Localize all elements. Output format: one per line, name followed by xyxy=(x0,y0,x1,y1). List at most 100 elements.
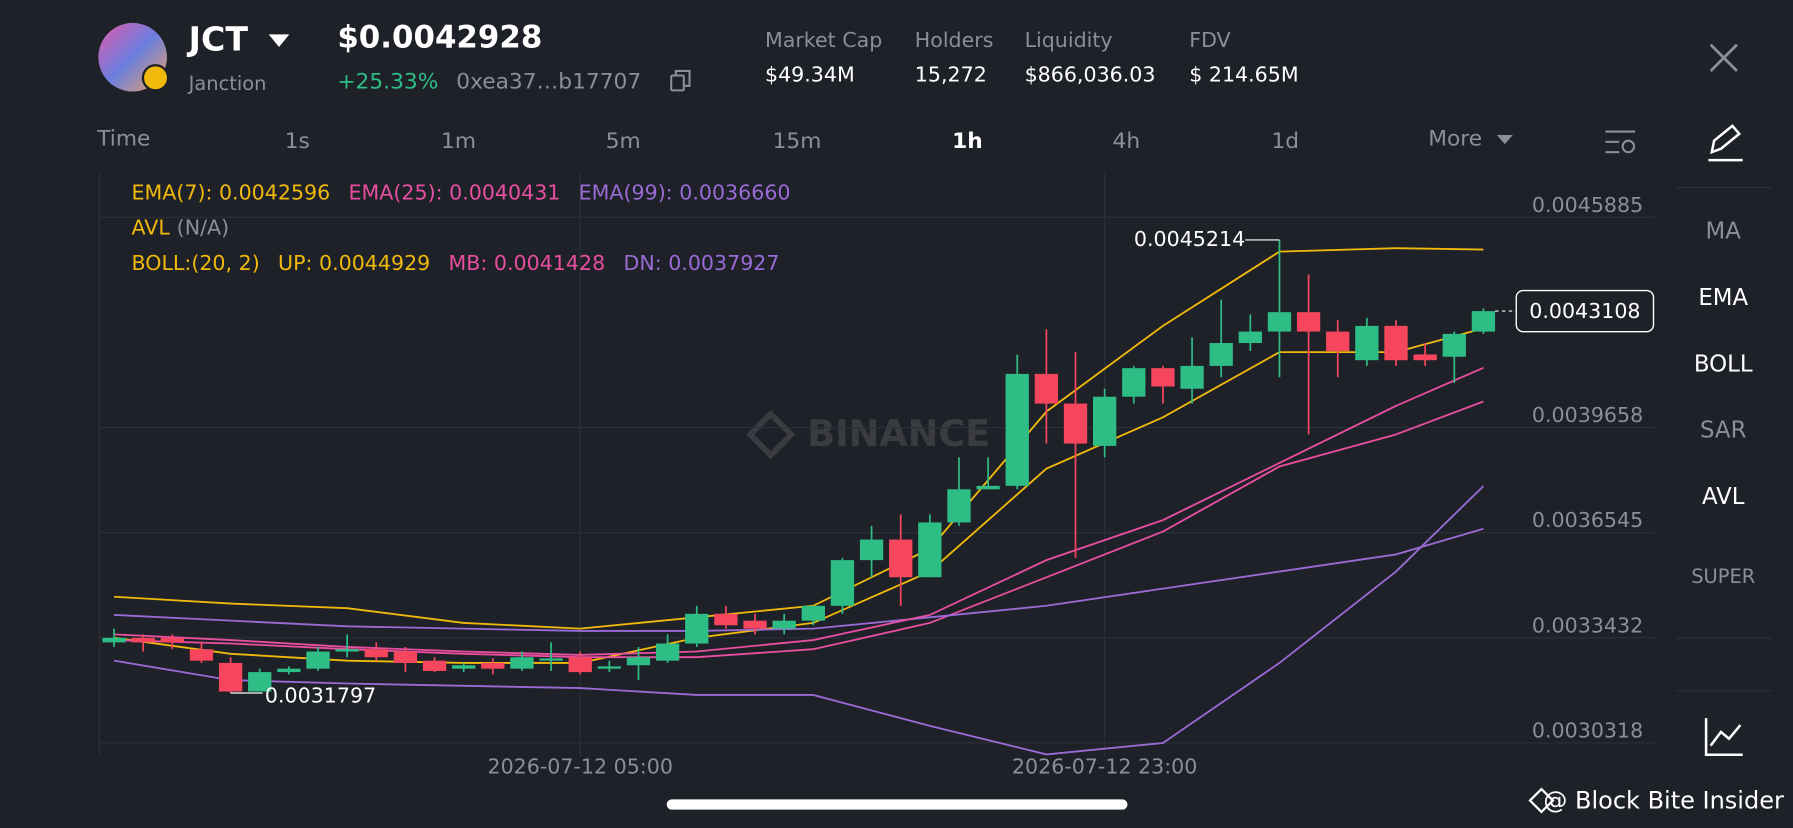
timeframe-tab[interactable]: 4h xyxy=(1113,129,1141,154)
stat-value: 15,272 xyxy=(915,63,987,87)
indicator-option[interactable]: AVL xyxy=(1702,484,1745,510)
y-tick-label: 0.0036545 xyxy=(1532,508,1643,532)
indicator-option[interactable]: EMA xyxy=(1698,285,1748,311)
candle-body xyxy=(364,649,388,658)
candle-body xyxy=(685,613,709,644)
y-tick-label: 0.0039658 xyxy=(1532,403,1643,427)
indicator-option[interactable]: MA xyxy=(1706,219,1742,245)
stat-label: Market Cap xyxy=(765,28,882,52)
token-price: $0.0042928 xyxy=(337,19,542,55)
candlestick-chart: 0.0030318 0.0033432 0.0036545 0.0039658 0.00… xyxy=(98,171,1655,778)
indicator-line xyxy=(113,485,1485,756)
y-tick-label: 0.0033432 xyxy=(1532,613,1643,637)
candle-body xyxy=(626,657,651,666)
more-tab[interactable]: More xyxy=(1428,127,1482,152)
candle-body xyxy=(1092,396,1117,446)
token-name: Janction xyxy=(188,72,267,95)
timeframe-tab[interactable]: 15m xyxy=(773,129,822,154)
chart-settings-icon[interactable] xyxy=(1605,130,1636,154)
legend-entry: BOLL:(20, 2) xyxy=(132,251,260,275)
candle-body xyxy=(1442,333,1466,357)
legend-entry: UP: 0.0044929 xyxy=(278,251,430,275)
candle-body xyxy=(393,651,418,663)
candle-body xyxy=(1384,325,1408,361)
candle-body xyxy=(306,651,330,669)
candle-body xyxy=(1005,373,1029,486)
low-marker-label: 0.0031797 xyxy=(265,683,376,707)
candle-body xyxy=(859,539,884,561)
stat-value: $49.34M xyxy=(765,63,855,87)
legend-entry: EMA(7): 0.0042596 xyxy=(132,180,331,204)
candle-body xyxy=(481,662,505,669)
candle-body xyxy=(189,649,214,661)
indicator-option[interactable]: SUPER xyxy=(1691,565,1755,588)
candle-body xyxy=(1122,368,1146,397)
time-label: Time xyxy=(96,127,150,152)
candle-body xyxy=(277,668,301,673)
token-symbol[interactable]: JCT xyxy=(187,20,249,59)
y-tick-label: 0.0045885 xyxy=(1532,193,1643,217)
candle-body xyxy=(131,637,155,643)
close-button[interactable] xyxy=(1709,43,1738,72)
timeframe-tab[interactable]: 1d xyxy=(1271,129,1299,154)
stat-label: Liquidity xyxy=(1025,28,1113,52)
legend-entry: EMA(99): 0.0036660 xyxy=(579,180,791,204)
high-marker-label: 0.0045214 xyxy=(1134,227,1245,251)
timeframe-tab[interactable]: 1s xyxy=(285,129,310,154)
indicator-menu: MA EMA BOLL SAR AVL SUPER xyxy=(1691,219,1755,588)
more-arrow[interactable] xyxy=(1496,134,1513,145)
chart-compare-icon[interactable] xyxy=(1704,718,1743,757)
stat-label: Holders xyxy=(915,28,994,52)
candle-body xyxy=(1267,312,1292,332)
stat-value: $ 214.65M xyxy=(1189,63,1298,87)
timeframe-tab[interactable]: 1h xyxy=(952,129,983,154)
legend-entry: DN: 0.0037927 xyxy=(623,251,779,275)
candle-body xyxy=(947,489,971,523)
indicator-line xyxy=(113,527,1484,632)
candle-body xyxy=(1034,373,1059,404)
candle-body xyxy=(218,662,243,692)
dropdown-arrow[interactable] xyxy=(268,34,290,47)
stat-label: FDV xyxy=(1189,28,1230,52)
candle-body xyxy=(889,539,913,578)
candle-body xyxy=(1471,311,1496,332)
candle-body xyxy=(539,658,563,661)
candle-body xyxy=(655,643,680,661)
candle-body xyxy=(510,657,534,669)
candle-body xyxy=(248,672,272,692)
price-badge-label: 0.0043108 xyxy=(1529,299,1640,323)
candle-body xyxy=(1209,343,1233,366)
chain-badge xyxy=(141,64,170,92)
candle-body xyxy=(772,620,796,629)
draw-tool-icon[interactable] xyxy=(1708,124,1743,162)
timeframe-tab[interactable]: 5m xyxy=(606,129,641,154)
candle-body xyxy=(335,649,359,652)
candle-body xyxy=(597,666,622,669)
candle-body xyxy=(568,657,592,673)
copy-icon[interactable] xyxy=(670,69,691,92)
indicator-option[interactable]: SAR xyxy=(1700,418,1747,444)
x-tick-label: 2026-07-12 05:00 xyxy=(487,754,672,778)
price-change: +25.33% xyxy=(337,69,438,94)
candle-body xyxy=(918,522,942,578)
candle-body xyxy=(976,485,1000,490)
token-stats: Market Cap $49.34M Holders 15,272 Liquidity $… xyxy=(765,28,1299,86)
candle-body xyxy=(830,560,855,606)
candle-body xyxy=(801,605,825,621)
legend-entry: AVL xyxy=(132,216,171,240)
price-badge xyxy=(1515,289,1655,333)
legend-entry: EMA(25): 0.0040431 xyxy=(349,180,561,204)
timeframe-tab[interactable]: 1m xyxy=(441,129,476,154)
footer-credit: @ Block Bite Insider xyxy=(1543,787,1784,815)
candle-body xyxy=(1413,354,1437,361)
candle-body xyxy=(1063,403,1088,444)
home-indicator xyxy=(666,799,1128,810)
watermark-text: BINANCE xyxy=(807,412,990,455)
contract-address: 0xea37…b17707 xyxy=(456,69,641,94)
candle-body xyxy=(102,637,126,643)
candle-body xyxy=(1326,331,1350,352)
indicator-option[interactable]: BOLL xyxy=(1694,351,1753,377)
candle-body xyxy=(1296,312,1321,332)
